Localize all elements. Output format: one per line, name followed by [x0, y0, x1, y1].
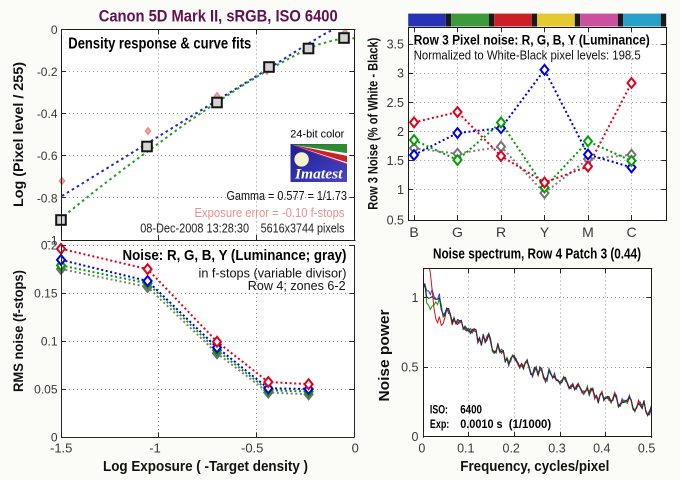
svg-text:Exposure error = -0.10 f-stops: Exposure error = -0.10 f-stops	[195, 205, 345, 220]
svg-text:Noise power: Noise power	[377, 309, 393, 401]
svg-text:2: 2	[397, 125, 404, 139]
svg-text:3: 3	[397, 67, 404, 81]
svg-text:0: 0	[51, 23, 58, 37]
svg-text:Frequency, cycles/pixel: Frequency, cycles/pixel	[460, 458, 609, 475]
svg-text:0: 0	[352, 441, 359, 456]
svg-text:Row 3 Noise (% of White - Blac: Row 3 Noise (% of White - Black)	[366, 38, 381, 210]
svg-text:Gamma = 0.577 = 1/1.73: Gamma = 0.577 = 1/1.73	[227, 188, 348, 203]
svg-text:0.0010 s: 0.0010 s	[460, 419, 502, 431]
svg-text:0.2: 0.2	[41, 238, 58, 252]
svg-text:(1/1000): (1/1000)	[509, 419, 552, 431]
svg-text:-1: -1	[149, 441, 161, 456]
svg-text:-0.8: -0.8	[37, 191, 58, 205]
svg-text:Imatest: Imatest	[294, 167, 344, 183]
svg-text:-0.5: -0.5	[241, 441, 263, 456]
svg-text:0.4: 0.4	[593, 441, 610, 455]
svg-text:0.05: 0.05	[34, 383, 58, 397]
svg-text:in f-stops (variable divisor): in f-stops (variable divisor)	[199, 267, 347, 281]
svg-text:G: G	[452, 224, 463, 240]
svg-text:Row 3 Pixel noise: R, G, B, Y: Row 3 Pixel noise: R, G, B, Y (Luminance…	[414, 32, 650, 47]
svg-text:-1: -1	[47, 233, 58, 247]
svg-text:Log (Pixel level / 255): Log (Pixel level / 255)	[10, 62, 26, 207]
svg-text:0.1: 0.1	[457, 441, 474, 455]
svg-text:2.5: 2.5	[387, 96, 404, 110]
svg-text:Row 4; zones 6-2: Row 4; zones 6-2	[248, 279, 346, 293]
svg-text:B: B	[409, 224, 418, 240]
svg-text:24-bit color: 24-bit color	[290, 129, 344, 141]
svg-text:0.1: 0.1	[41, 335, 58, 349]
svg-text:Normalized to White-Black pixe: Normalized to White-Black pixel levels: …	[414, 49, 641, 63]
svg-text:R: R	[496, 224, 506, 240]
svg-text:M: M	[582, 224, 594, 240]
svg-text:0.3: 0.3	[548, 441, 565, 455]
svg-text:0.2: 0.2	[503, 441, 520, 455]
svg-text:Density response & curve fits: Density response & curve fits	[68, 36, 251, 53]
svg-text:Noise: R, G, B, Y (Luminance;: Noise: R, G, B, Y (Luminance; gray)	[123, 247, 347, 264]
svg-text:3.5: 3.5	[387, 38, 404, 52]
svg-text:Y: Y	[540, 224, 550, 240]
svg-text:0.5: 0.5	[401, 361, 418, 375]
svg-text:Log Exposure ( -Target density: Log Exposure ( -Target density )	[103, 458, 308, 475]
svg-text:-1.5: -1.5	[50, 441, 72, 456]
svg-text:08-Dec-2008 13:28:30: 08-Dec-2008 13:28:30	[140, 221, 249, 236]
svg-text:Noise spectrum, Row 4 Patch 3: Noise spectrum, Row 4 Patch 3 (0.44)	[433, 246, 641, 263]
svg-text:1: 1	[397, 183, 404, 197]
svg-text:Exp:: Exp:	[430, 419, 449, 431]
svg-text:-0.6: -0.6	[37, 149, 58, 163]
svg-text:RMS noise (f-stops): RMS noise (f-stops)	[10, 270, 26, 392]
svg-text:C: C	[626, 224, 636, 240]
svg-text:0.15: 0.15	[34, 287, 58, 301]
svg-text:1.5: 1.5	[387, 154, 404, 168]
svg-text:0: 0	[418, 441, 425, 455]
svg-text:Canon 5D Mark II, sRGB, ISO 64: Canon 5D Mark II, sRGB, ISO 6400	[99, 7, 338, 26]
svg-text:ISO:: ISO:	[430, 404, 448, 416]
svg-text:5616x3744 pixels: 5616x3744 pixels	[261, 221, 345, 236]
svg-text:1: 1	[412, 291, 419, 305]
svg-text:-0.2: -0.2	[37, 65, 58, 79]
svg-text:-0.4: -0.4	[37, 107, 58, 121]
svg-text:0.5: 0.5	[638, 441, 655, 455]
svg-text:0: 0	[51, 431, 58, 445]
svg-text:0: 0	[412, 430, 419, 444]
svg-text:0.5: 0.5	[387, 213, 404, 227]
svg-text:6400: 6400	[460, 404, 482, 416]
